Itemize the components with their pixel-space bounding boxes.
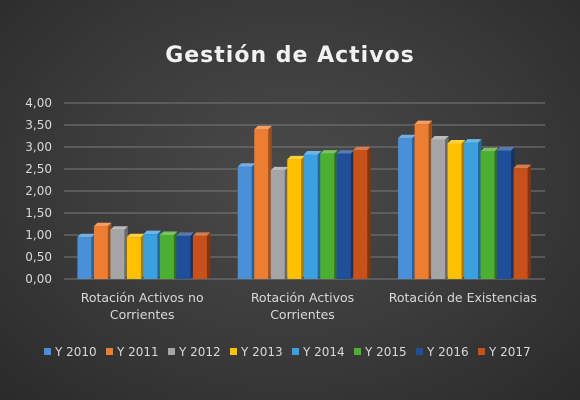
category-label: Rotación Activos Corrientes	[251, 290, 354, 322]
bar	[110, 226, 128, 279]
bar	[126, 233, 145, 279]
bar	[447, 139, 466, 279]
legend-item: Y 2015	[354, 345, 407, 359]
y-tick-label: 3,50	[25, 118, 52, 132]
bar	[336, 150, 355, 279]
bar	[303, 150, 322, 279]
legend-swatch	[106, 348, 113, 355]
bars	[77, 120, 532, 280]
legend-label: Y 2016	[426, 345, 469, 359]
bar	[320, 150, 338, 279]
bar	[480, 147, 499, 279]
bar	[464, 139, 482, 279]
bar	[159, 231, 178, 279]
legend-item: Y 2011	[106, 345, 159, 359]
legend-swatch	[168, 348, 175, 355]
legend-label: Y 2011	[116, 345, 159, 359]
legend-item: Y 2013	[230, 345, 283, 359]
legend-item: Y 2017	[478, 345, 531, 359]
legend-label: Y 2010	[54, 345, 97, 359]
bar	[287, 155, 305, 279]
bar	[270, 166, 289, 279]
legend-item: Y 2014	[292, 345, 345, 359]
legend-item: Y 2016	[416, 345, 469, 359]
legend-label: Y 2014	[302, 345, 345, 359]
bar	[77, 233, 95, 279]
bar	[254, 125, 272, 280]
y-tick-label: 0,00	[25, 272, 52, 286]
legend-label: Y 2015	[364, 345, 407, 359]
bar	[237, 163, 256, 279]
y-tick-label: 1,50	[25, 206, 52, 220]
legend-item: Y 2012	[168, 345, 221, 359]
bar	[353, 146, 371, 279]
legend-swatch	[478, 348, 485, 355]
bar	[431, 136, 449, 279]
y-tick-label: 0,50	[25, 250, 52, 264]
legend-swatch	[416, 348, 423, 355]
category-label: Rotación Activos no Corrientes	[81, 290, 204, 322]
legend-swatch	[230, 348, 237, 355]
x-axis: Rotación Activos no Corrientes Rotación Ac…	[81, 290, 537, 322]
y-axis: 0,00 0,50 1,00 1,50 2,00 2,50 3,00 3,50 4,00	[25, 96, 52, 286]
bar	[414, 120, 433, 280]
legend-swatch	[44, 348, 51, 355]
bar	[497, 147, 515, 279]
legend-label: Y 2013	[240, 345, 283, 359]
y-tick-label: 2,50	[25, 162, 52, 176]
y-tick-label: 4,00	[25, 96, 52, 110]
y-tick-label: 1,00	[25, 228, 52, 242]
chart-title: Gestión de Activos	[165, 43, 415, 68]
legend: Y 2010 Y 2011 Y 2012 Y 2013 Y 2014 Y 2015 Y 20…	[44, 345, 531, 359]
bar	[176, 232, 194, 279]
bar	[192, 232, 211, 279]
legend-item: Y 2010	[44, 345, 97, 359]
y-tick-label: 3,00	[25, 140, 52, 154]
bar	[398, 134, 416, 279]
legend-swatch	[354, 348, 361, 355]
category-label: Rotación de Existencias	[389, 290, 537, 305]
legend-label: Y 2017	[488, 345, 531, 359]
legend-swatch	[292, 348, 299, 355]
y-tick-label: 2,00	[25, 184, 52, 198]
bar	[513, 164, 532, 279]
legend-label: Y 2012	[178, 345, 221, 359]
bar	[143, 230, 161, 279]
bar	[93, 222, 112, 279]
